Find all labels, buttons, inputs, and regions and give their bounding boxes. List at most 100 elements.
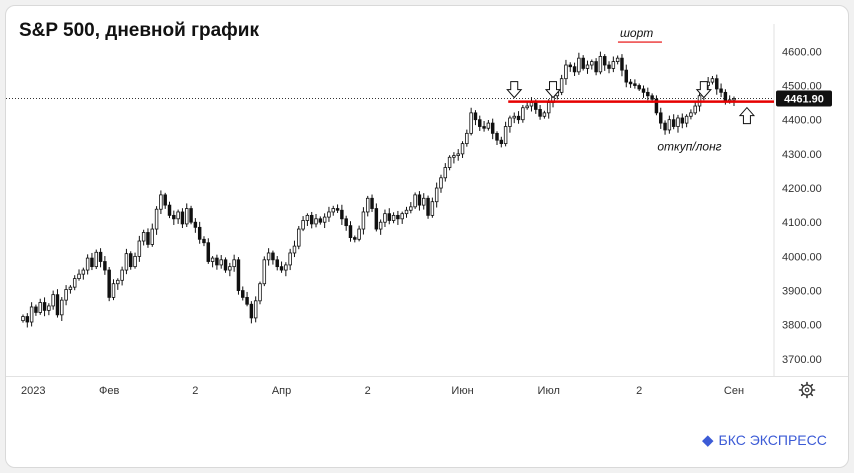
candle (615, 55, 620, 65)
candle (146, 228, 150, 248)
candle (602, 54, 607, 71)
candle (512, 112, 516, 124)
candle (680, 113, 685, 129)
candle (422, 193, 426, 210)
candle (710, 75, 715, 85)
candle (331, 205, 335, 216)
y-tick-label: 4200.00 (782, 183, 822, 195)
candle (228, 262, 232, 277)
candle (684, 114, 689, 128)
candle (38, 298, 42, 315)
candle (443, 163, 448, 182)
candle (305, 213, 310, 226)
candle (245, 291, 249, 307)
candle (124, 248, 129, 275)
candle (223, 257, 228, 273)
y-tick-label: 4300.00 (782, 149, 822, 161)
candle (327, 206, 331, 222)
y-tick-label: 3900.00 (782, 286, 822, 298)
candle (478, 115, 482, 131)
x-tick-label: Июн (451, 385, 473, 397)
candle (594, 58, 598, 76)
candle (284, 262, 288, 277)
candle (29, 302, 34, 327)
candle (581, 55, 585, 71)
candle (314, 214, 318, 228)
current-price-label: 4461.90 (784, 94, 824, 106)
candle (258, 281, 262, 305)
candle (620, 54, 624, 77)
candle (210, 256, 215, 268)
candle (430, 197, 435, 218)
candle (374, 203, 379, 232)
candle (572, 62, 577, 76)
candle (103, 256, 107, 275)
candle (542, 110, 547, 119)
candle (215, 254, 219, 270)
signal-arrows (506, 81, 756, 125)
candle (344, 215, 348, 231)
y-tick-label: 3700.00 (782, 354, 822, 366)
x-axis: 2023 Фев 2 Апр 2 Июн Июл 2 Сен (21, 385, 744, 397)
candle (72, 275, 77, 291)
candle (624, 64, 629, 88)
candle (646, 87, 650, 101)
candle (508, 115, 512, 133)
candle (391, 212, 396, 224)
y-tick-label: 4000.00 (782, 251, 822, 263)
candle (469, 107, 473, 136)
candle (413, 192, 417, 209)
candle (25, 313, 30, 328)
candle (55, 289, 60, 318)
candle (598, 51, 603, 75)
candle (253, 296, 258, 323)
candle (447, 155, 452, 171)
candle (197, 221, 202, 244)
candle (42, 297, 47, 317)
candle (288, 248, 292, 271)
candle (133, 252, 137, 269)
candle (633, 79, 637, 89)
candle (249, 301, 254, 324)
candle (322, 213, 327, 229)
candle (120, 266, 124, 286)
candle (426, 195, 430, 219)
down-arrow-icon (544, 81, 562, 99)
candle (715, 74, 719, 95)
candle (564, 59, 568, 85)
candle (167, 201, 172, 219)
candle (689, 109, 693, 120)
x-tick-label: 2 (192, 385, 198, 397)
candle (189, 205, 193, 225)
candle (663, 120, 667, 135)
candle (154, 206, 159, 235)
candle (465, 129, 469, 147)
candle (590, 59, 594, 70)
candle (219, 255, 223, 269)
x-tick-label: 2 (365, 385, 371, 397)
candle (51, 290, 55, 310)
candle (559, 74, 564, 96)
candle (654, 95, 659, 116)
candlestick-chart: 3700.00 3800.00 3900.00 4000.00 4100.00 4200.… (6, 24, 848, 399)
candle (525, 101, 529, 110)
candle (637, 83, 641, 91)
candle (68, 285, 73, 294)
y-tick-label: 4100.00 (782, 217, 822, 229)
y-tick-label: 4600.00 (782, 46, 822, 58)
y-tick-label: 4400.00 (782, 115, 822, 127)
short-label: шорт (620, 26, 653, 40)
gear-icon[interactable] (798, 381, 816, 399)
x-tick-label: Июл (538, 385, 560, 397)
long-label: откуп/лонг (657, 139, 721, 153)
candle (628, 79, 633, 88)
candle (98, 248, 103, 268)
candle (577, 52, 581, 75)
y-tick-label: 4500.00 (782, 81, 822, 93)
candle (486, 120, 491, 131)
candle (185, 203, 189, 227)
candle (671, 114, 676, 130)
candle (516, 111, 521, 124)
candle (107, 266, 111, 302)
candle (309, 211, 314, 229)
